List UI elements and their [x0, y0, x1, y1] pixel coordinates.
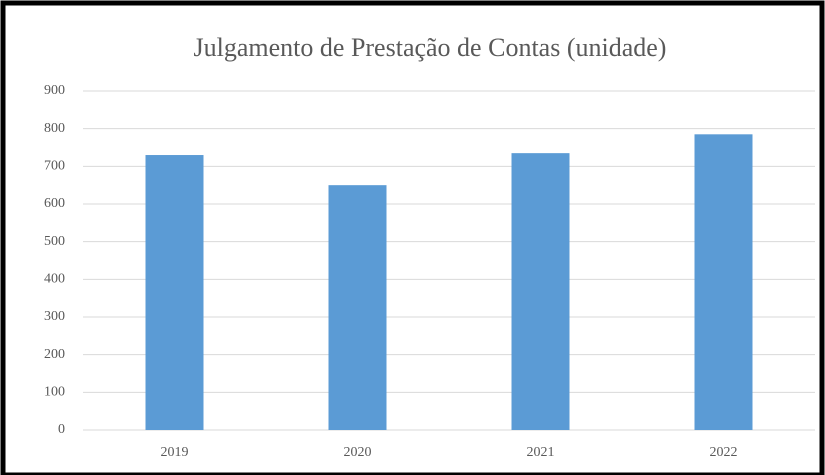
x-tick-label: 2021 — [527, 445, 555, 460]
bar — [511, 153, 570, 430]
bar — [145, 155, 204, 431]
y-tick-label: 500 — [44, 234, 65, 249]
y-tick-label: 400 — [44, 272, 65, 287]
y-tick-label: 300 — [44, 309, 65, 324]
y-tick-label: 600 — [44, 196, 65, 211]
y-tick-label: 100 — [44, 385, 65, 400]
y-tick-label: 700 — [44, 159, 65, 174]
bar — [328, 185, 387, 430]
x-tick-label: 2020 — [344, 445, 372, 460]
x-tick-label: 2022 — [710, 445, 738, 460]
y-tick-label: 200 — [44, 347, 65, 362]
y-tick-label: 800 — [44, 121, 65, 136]
y-tick-label: 900 — [44, 83, 65, 98]
bar — [694, 134, 753, 431]
x-tick-label: 2019 — [161, 445, 189, 460]
chart-title: Julgamento de Prestação de Contas (unida… — [194, 33, 667, 62]
y-tick-label: 0 — [58, 422, 65, 437]
